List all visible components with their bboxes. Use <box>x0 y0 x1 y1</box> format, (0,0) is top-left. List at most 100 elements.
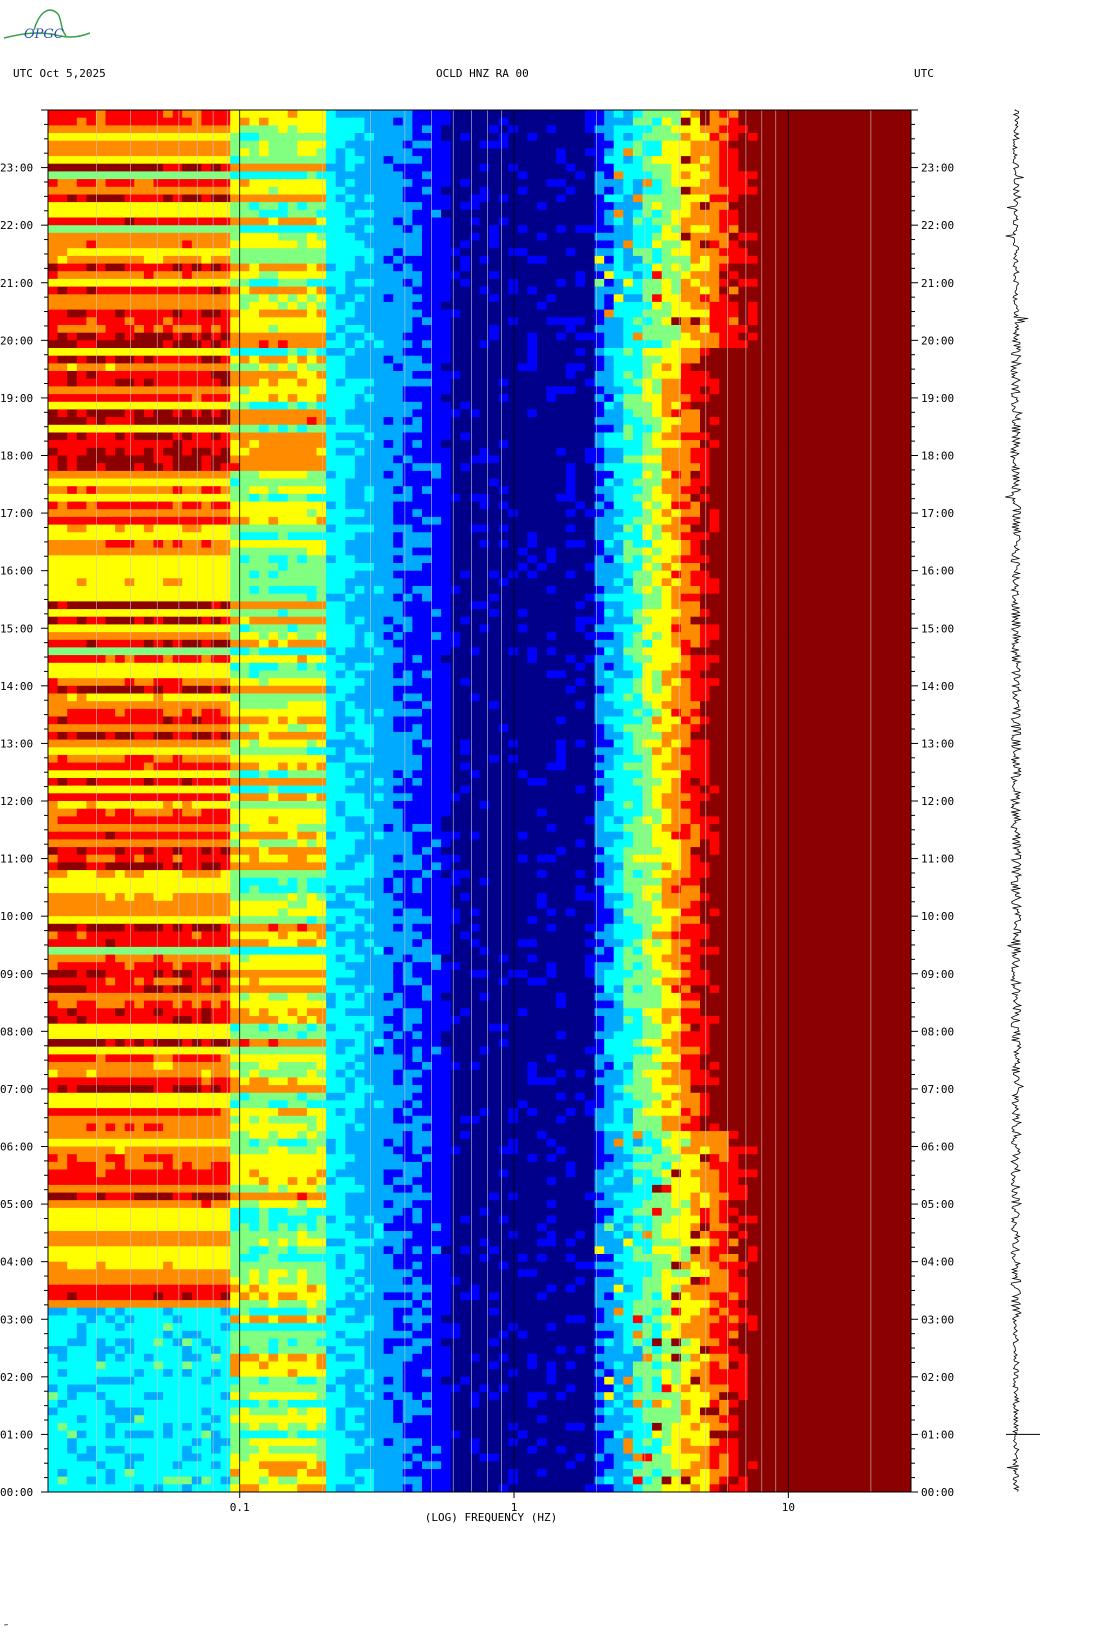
spectrogram-cell <box>374 501 385 510</box>
spectrogram-cell <box>795 294 807 303</box>
spectrogram-cell <box>863 179 874 188</box>
spectrogram-cell <box>345 286 356 295</box>
spectrogram-cell <box>527 278 538 288</box>
spectrogram-cell <box>632 378 644 387</box>
spectrogram-cell <box>201 171 212 180</box>
spectrogram-cell <box>508 125 519 134</box>
spectrogram-cell <box>882 248 893 257</box>
spectrogram-cell <box>613 493 624 503</box>
spectrogram-cell <box>86 409 97 418</box>
spectrogram-cell <box>834 440 845 449</box>
spectrogram-cell <box>824 202 835 211</box>
spectrogram-cell <box>182 524 193 533</box>
spectrogram-cell <box>326 355 337 364</box>
spectrogram-cell <box>882 394 893 403</box>
spectrogram-cell <box>489 240 500 249</box>
spectrogram-cell <box>901 217 911 226</box>
spectrogram-cell <box>680 255 692 265</box>
spectrogram-cell <box>354 225 365 234</box>
spectrogram-cell <box>556 194 567 203</box>
spectrogram-cell <box>354 240 365 249</box>
spectrogram-cell <box>767 301 778 311</box>
spectrogram-cell <box>374 225 385 234</box>
spectrogram-cell <box>335 348 346 357</box>
spectrogram-cell <box>393 470 404 480</box>
spectrogram-cell <box>105 286 116 295</box>
spectrogram-cell <box>450 440 461 449</box>
spectrogram-cell <box>546 179 557 188</box>
spectrogram-cell <box>575 509 586 518</box>
spectrogram-cell <box>48 455 59 464</box>
spectrogram-cell <box>680 447 692 457</box>
spectrogram-cell <box>220 240 231 249</box>
spectrogram-cell <box>786 194 797 203</box>
spectrogram-cell <box>652 363 663 372</box>
spectrogram-cell <box>795 286 807 295</box>
spectrogram-cell <box>354 148 365 157</box>
spectrogram-cell <box>594 325 605 334</box>
spectrogram-cell <box>48 232 59 242</box>
spectrogram-cell <box>249 432 260 441</box>
spectrogram-cell <box>479 332 490 341</box>
spectrogram-cell <box>441 140 452 149</box>
spectrogram-cell <box>623 332 634 341</box>
spectrogram-cell <box>220 501 231 510</box>
spectrogram-cell <box>776 478 787 487</box>
spectrogram-cell <box>556 371 567 380</box>
spectrogram-cell <box>748 225 759 234</box>
spectrogram-cell <box>901 263 911 272</box>
spectrogram-cell <box>556 516 567 526</box>
spectrogram-cell <box>805 309 816 318</box>
spectrogram-cell <box>479 478 490 487</box>
spectrogram-cell <box>105 294 116 303</box>
spectrogram-cell <box>441 217 452 226</box>
spectrogram-cell <box>652 217 663 226</box>
spectrogram-cell <box>153 386 164 395</box>
spectrogram-cell <box>834 301 845 311</box>
spectrogram-cell <box>901 148 911 157</box>
spectrogram-cell <box>287 225 298 234</box>
spectrogram-cell <box>863 463 874 472</box>
spectrogram-cell <box>556 478 567 487</box>
spectrogram-cell <box>124 509 135 518</box>
spectrogram-cell <box>575 263 586 272</box>
spectrogram-cell <box>306 117 318 126</box>
spectrogram-cell <box>316 294 327 303</box>
spectrogram-cell <box>220 271 231 280</box>
spectrogram-cell <box>182 348 193 357</box>
spectrogram-cell <box>259 378 270 387</box>
spectrogram-cell <box>211 294 222 303</box>
spectrogram-cell <box>824 248 835 257</box>
spectrogram-cell <box>815 417 826 426</box>
spectrogram-cell <box>182 363 193 372</box>
spectrogram-cell <box>287 524 298 533</box>
spectrogram-cell <box>278 524 289 533</box>
spectrogram-cell <box>182 125 193 134</box>
spectrogram-cell <box>364 186 375 196</box>
spectrogram-cell <box>306 301 318 311</box>
spectrogram-cell <box>508 348 519 357</box>
spectrogram-cell <box>680 225 692 234</box>
spectrogram-cell <box>354 371 365 380</box>
spectrogram-cell <box>441 110 452 119</box>
spectrogram-cell <box>220 348 231 357</box>
spectrogram-cell <box>297 524 308 533</box>
spectrogram-cell <box>680 470 692 480</box>
spectrogram-cell <box>565 409 576 418</box>
spectrogram-cell <box>652 348 663 357</box>
spectrogram-cell <box>249 509 260 518</box>
spectrogram-cell <box>604 156 615 165</box>
spectrogram-cell <box>843 171 855 180</box>
spectrogram-cell <box>891 516 902 526</box>
spectrogram-cell <box>508 493 519 503</box>
spectrogram-cell <box>863 186 874 196</box>
spectrogram-cell <box>815 348 826 357</box>
spectrogram-cell <box>86 493 97 503</box>
spectrogram-cell <box>719 240 730 249</box>
spectrogram-cell <box>422 186 433 196</box>
spectrogram-cell <box>402 171 413 180</box>
spectrogram-cell <box>220 355 231 364</box>
spectrogram-cell <box>661 179 672 188</box>
spectrogram-cell <box>690 355 701 364</box>
spectrogram-cell <box>297 325 308 334</box>
